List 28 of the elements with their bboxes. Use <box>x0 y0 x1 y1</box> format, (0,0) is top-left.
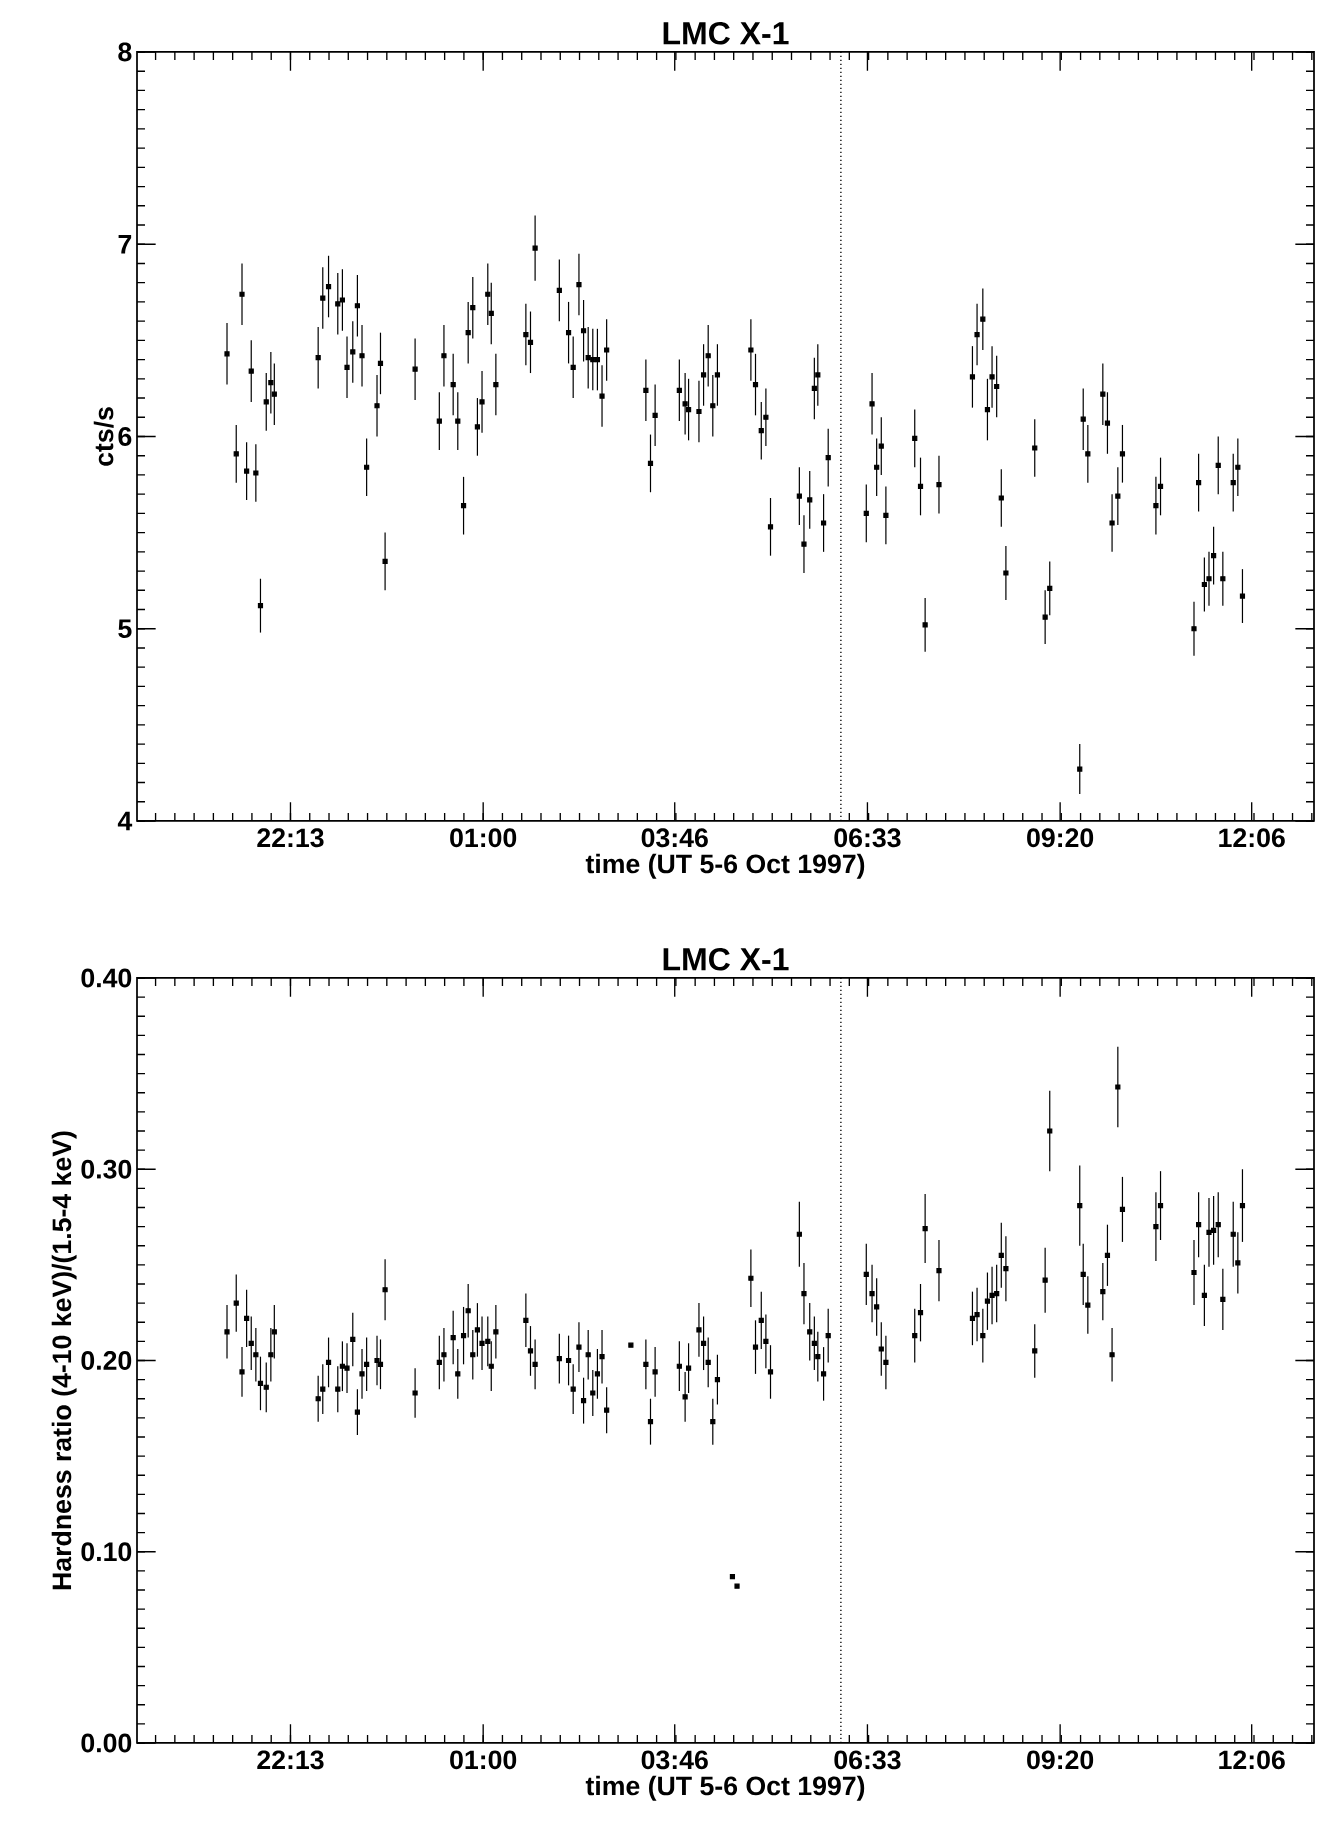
x-tick-label: 06:33 <box>834 1750 901 1770</box>
y-axis-title: cts/s <box>93 407 114 466</box>
y-tick-label: 0.00 <box>81 1733 132 1753</box>
x-tick-label: 12:06 <box>1219 1750 1285 1770</box>
y-tick-label: 8 <box>118 42 132 62</box>
y-tick-label: 6 <box>118 427 132 446</box>
x-tick-label: 22:13 <box>257 828 324 848</box>
y-axis-title: Hardness ratio (4-10 keV)/(1.5-4 keV) <box>51 1131 77 1590</box>
x-tick-label: 06:33 <box>834 828 901 848</box>
x-tick-label: 03:46 <box>641 1750 708 1770</box>
x-axis-title: time (UT 5-6 Oct 1997) <box>585 853 865 879</box>
y-tick-label: 7 <box>118 235 132 254</box>
x-tick-label: 22:13 <box>257 1750 324 1770</box>
x-tick-label: 09:20 <box>1027 1750 1094 1770</box>
chart-title: LMC X-1 <box>663 21 789 45</box>
chart-title: LMC X-1 <box>663 947 789 971</box>
x-tick-label: 01:00 <box>450 1750 517 1770</box>
y-tick-label: 0.10 <box>81 1542 132 1562</box>
x-tick-label: 03:46 <box>641 828 708 848</box>
y-tick-label: 0.20 <box>81 1351 132 1370</box>
x-tick-label: 09:20 <box>1027 828 1094 848</box>
y-tick-label: 0.30 <box>81 1159 132 1179</box>
x-tick-label: 01:00 <box>450 828 517 848</box>
x-axis-title: time (UT 5-6 Oct 1997) <box>585 1775 865 1801</box>
y-tick-label: 5 <box>118 619 132 639</box>
x-tick-label: 12:06 <box>1219 828 1285 848</box>
y-tick-label: 4 <box>117 811 133 831</box>
y-tick-label: 0.40 <box>81 968 132 988</box>
